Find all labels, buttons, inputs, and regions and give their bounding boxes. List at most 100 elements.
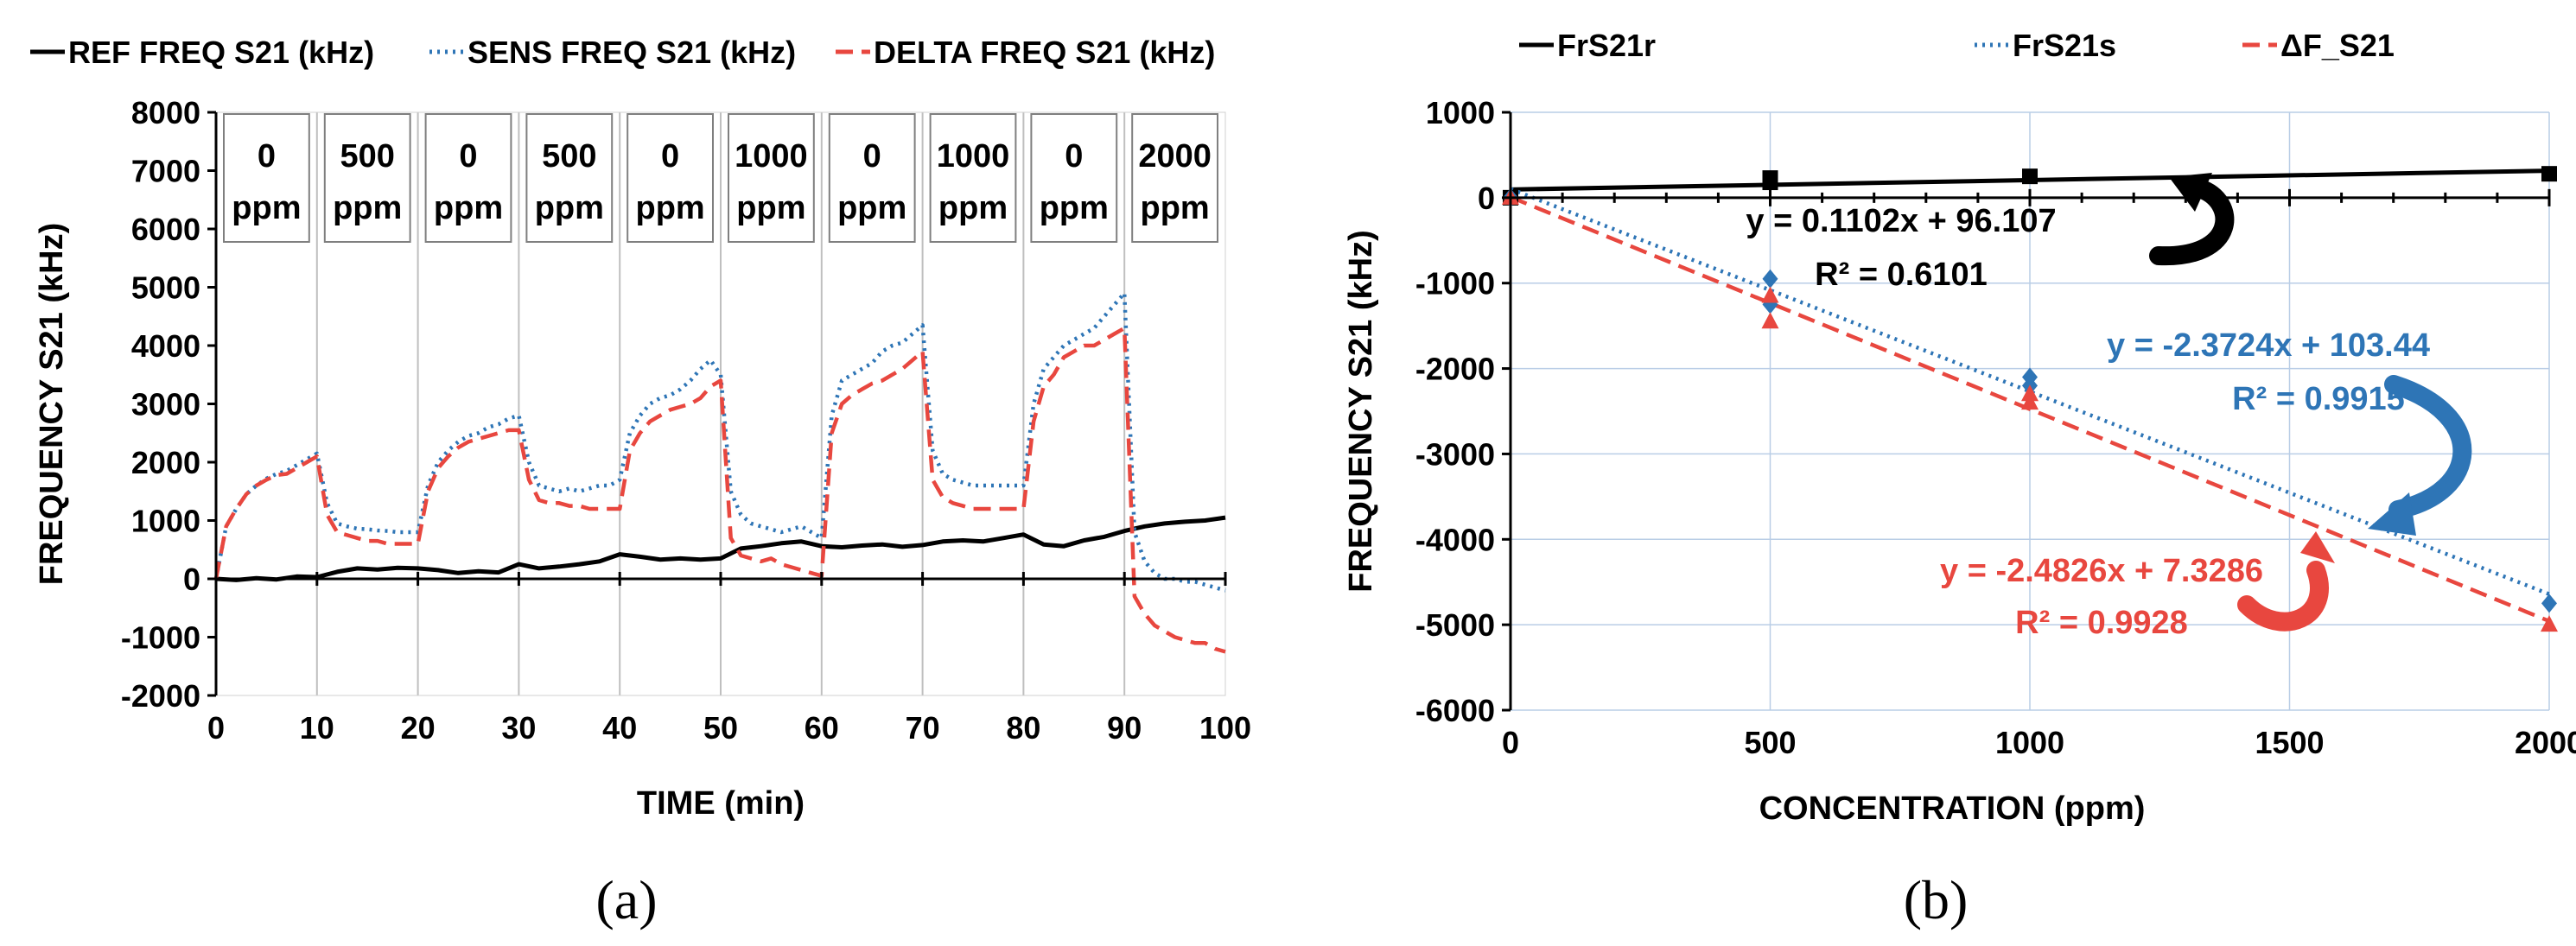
x-tick-label: 500	[1744, 725, 1796, 760]
phase-box	[828, 113, 916, 243]
phase-unit: ppm	[232, 190, 301, 226]
y-tick-label: 0	[183, 562, 200, 597]
red-arrow-head	[2300, 531, 2335, 563]
series-line	[213, 326, 1226, 654]
x-tick-label: 20	[401, 710, 436, 746]
phase-box	[223, 113, 310, 243]
data-point	[1762, 269, 1778, 289]
y-tick-label: 0	[1478, 181, 1495, 216]
blue-curved-arrow	[2384, 375, 2472, 519]
legend-label: ΔF_S21	[2280, 28, 2395, 63]
y-tick-label: 3000	[131, 387, 200, 422]
data-point	[2022, 168, 2038, 185]
phase-box	[1030, 113, 1118, 243]
phase-value: 0	[1065, 138, 1083, 175]
y-tick-label: 2000	[131, 445, 200, 480]
legend-label: FrS21s	[2013, 28, 2116, 63]
trendline-equation: y = 0.1102x + 96.107	[1746, 203, 2056, 239]
phase-unit: ppm	[837, 190, 906, 226]
phase-unit: ppm	[736, 190, 805, 226]
y-tick-label: -4000	[1415, 522, 1495, 557]
red-curved-arrow	[2237, 561, 2329, 632]
series-line	[215, 515, 1226, 582]
trendline-equation: y = -2.4826x + 7.3286	[1940, 553, 2263, 589]
phase-box	[627, 113, 715, 243]
y-axis-title: FREQUENCY S21 (kHz)	[34, 223, 70, 586]
phase-unit: ppm	[1140, 190, 1209, 226]
x-tick-label: 90	[1107, 710, 1142, 746]
y-tick-label: -2000	[1415, 352, 1495, 387]
x-axis-title: TIME (min)	[637, 785, 805, 822]
y-tick-label: -1000	[121, 620, 200, 656]
phase-unit: ppm	[333, 190, 402, 226]
phase-box	[323, 113, 411, 243]
phase-value: 0	[661, 138, 679, 175]
x-tick-label: 10	[300, 710, 334, 746]
phase-unit: ppm	[434, 190, 503, 226]
phase-value: 2000	[1138, 138, 1212, 175]
panel-a-chart: 0ppm500ppm0ppm500ppm0ppm1000ppm0ppm1000p…	[30, 35, 1251, 822]
y-tick-label: 7000	[131, 154, 200, 189]
y-tick-label: -1000	[1415, 266, 1495, 302]
black-curved-arrow	[2149, 179, 2235, 266]
phase-box	[728, 113, 815, 243]
y-tick-label: -3000	[1415, 436, 1495, 472]
data-point	[1762, 170, 1778, 187]
x-tick-label: 50	[703, 710, 738, 746]
data-point	[2021, 384, 2039, 402]
x-tick-label: 40	[602, 710, 637, 746]
phase-value: 0	[863, 138, 881, 175]
data-point	[1761, 312, 1779, 329]
x-axis-title: CONCENTRATION (ppm)	[1759, 790, 2146, 827]
y-tick-label: 6000	[131, 212, 200, 247]
phase-box	[1131, 113, 1218, 243]
series-line	[213, 291, 1226, 593]
data-point	[2541, 166, 2557, 182]
y-tick-label: -5000	[1415, 607, 1495, 643]
x-tick-label: 60	[805, 710, 839, 746]
trendline-r-squared: R² = 0.9928	[2015, 605, 2188, 641]
blue-arrow-head	[2368, 492, 2416, 536]
y-tick-label: 8000	[131, 95, 200, 130]
y-tick-label: -2000	[121, 678, 200, 714]
x-tick-label: 30	[501, 710, 536, 746]
phase-value: 0	[459, 138, 477, 175]
phase-box	[424, 113, 512, 243]
data-point	[2541, 615, 2558, 632]
phase-unit: ppm	[938, 190, 1008, 226]
x-tick-label: 2000	[2515, 725, 2576, 760]
x-tick-label: 100	[1199, 710, 1251, 746]
data-point	[1761, 286, 1779, 303]
x-tick-label: 1500	[2255, 725, 2324, 760]
black-arrow-head	[2169, 173, 2212, 212]
legend-label: SENS FREQ S21 (kHz)	[467, 35, 796, 70]
y-tick-label: 5000	[131, 270, 200, 306]
trendline-equation: y = -2.3724x + 103.44	[2107, 327, 2430, 364]
trendline-r-squared: R² = 0.6101	[1815, 257, 1988, 293]
x-tick-label: 70	[906, 710, 940, 746]
x-tick-label: 80	[1006, 710, 1040, 746]
trendline-r-squared: R² = 0.9915	[2232, 381, 2405, 417]
phase-unit: ppm	[535, 190, 604, 226]
y-tick-label: -6000	[1415, 693, 1495, 728]
x-tick-label: 0	[207, 710, 225, 746]
y-tick-label: 1000	[1426, 95, 1495, 130]
phase-value: 0	[258, 138, 276, 175]
data-point	[2021, 393, 2039, 410]
phase-box	[525, 113, 614, 243]
phase-value: 1000	[937, 138, 1010, 175]
phase-box	[929, 113, 1017, 243]
phase-unit: ppm	[1040, 190, 1109, 226]
phase-value: 500	[542, 138, 596, 175]
phase-value: 1000	[735, 138, 808, 175]
legend-label: REF FREQ S21 (kHz)	[68, 35, 374, 70]
phase-unit: ppm	[635, 190, 704, 226]
data-point	[2541, 594, 2557, 613]
phase-value: 500	[340, 138, 394, 175]
caption-a: (a)	[595, 869, 657, 930]
caption-b: (b)	[1904, 869, 1969, 930]
legend-label: DELTA FREQ S21 (kHz)	[874, 35, 1215, 70]
x-tick-label: 0	[1502, 725, 1519, 760]
y-tick-label: 4000	[131, 328, 200, 364]
